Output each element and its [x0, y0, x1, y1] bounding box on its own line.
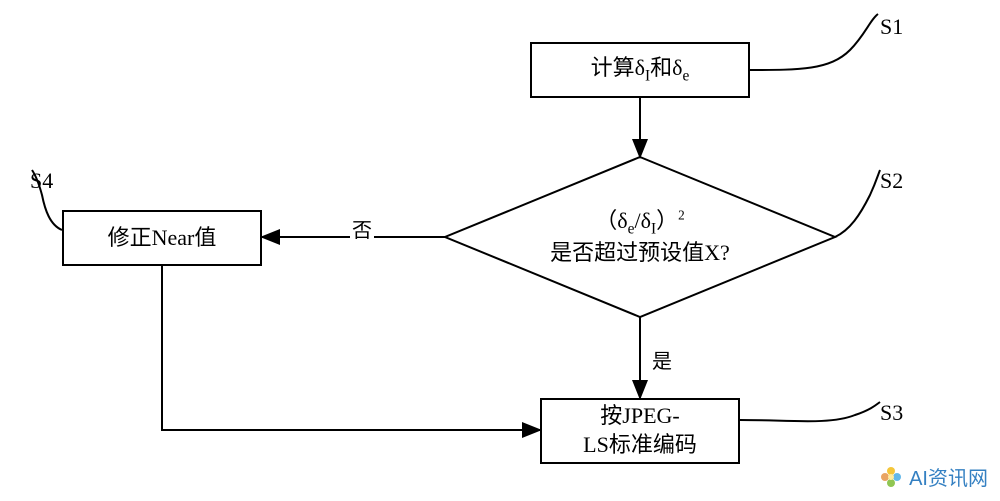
step-label-s3: S3 — [880, 400, 903, 426]
edge-s4-s3 — [162, 266, 540, 430]
node-s4-label: 修正Near值 — [108, 224, 217, 253]
node-s3-label: 按JPEG- LS标准编码 — [583, 402, 697, 459]
step-label-s2: S2 — [880, 168, 903, 194]
node-s1: 计算δI和δe — [530, 42, 750, 98]
node-s3: 按JPEG- LS标准编码 — [540, 398, 740, 464]
flower-icon — [879, 465, 903, 489]
step-label-s4: S4 — [30, 168, 53, 194]
watermark: AI资讯网 — [879, 462, 988, 491]
step-connector-s2 — [835, 170, 880, 237]
step-label-s1: S1 — [880, 14, 903, 40]
edge-label-yes: 是 — [650, 345, 674, 374]
node-s4: 修正Near值 — [62, 210, 262, 266]
diamond-s2 — [445, 157, 835, 317]
watermark-text: AI资讯网 — [909, 462, 988, 491]
edge-label-no: 否 — [350, 214, 374, 243]
node-s1-label: 计算δI和δe — [591, 54, 690, 86]
step-connector-s3 — [740, 402, 880, 421]
step-connector-s1 — [750, 14, 878, 70]
